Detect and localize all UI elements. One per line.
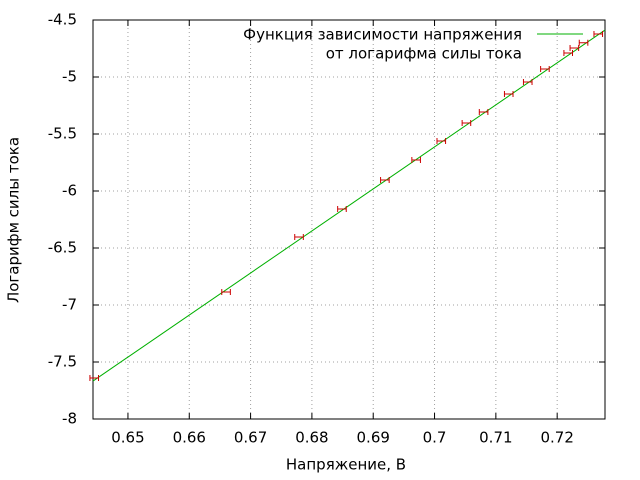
plot-frame [92,19,606,420]
error-bar [578,39,589,46]
y-tick-label: -7 [62,296,77,314]
x-tick-label: 0.68 [295,429,328,447]
error-bar [569,45,580,52]
legend-label: Функция зависимости напряжения [243,26,522,44]
x-axis-label: Напряжение, В [286,456,406,474]
y-tick-label: -5 [62,68,77,86]
legend-label: от логарифма силы тока [326,45,522,63]
x-tick-label: 0.65 [111,429,144,447]
error-bar [478,108,489,115]
y-tick-label: -6 [62,182,77,200]
x-tick-label: 0.7 [423,429,447,447]
x-tick-label: 0.69 [357,429,390,447]
error-bar [436,137,447,144]
error-bar [593,31,604,38]
error-bar [380,177,390,184]
error-bar [522,79,533,86]
error-bar [337,206,347,213]
error-bar [89,374,100,381]
y-tick-label: -8 [62,410,77,428]
x-tick-label: 0.66 [173,429,206,447]
y-tick-label: -7.5 [48,353,77,371]
error-bar [540,66,550,73]
error-bar [221,289,231,296]
y-tick-label: -5.5 [48,125,77,143]
x-tick-label: 0.71 [479,429,512,447]
error-bar [563,50,574,57]
y-tick-label: -6.5 [48,239,77,257]
fit-line [92,29,606,382]
y-axis-label: Логарифм силы тока [5,137,23,303]
error-bar [294,234,304,241]
error-bar [461,120,472,127]
y-tick-label: -4.5 [48,11,77,29]
error-bar [411,156,421,163]
error-bar [503,90,514,97]
x-tick-label: 0.67 [234,429,267,447]
x-tick-label: 0.72 [540,429,573,447]
